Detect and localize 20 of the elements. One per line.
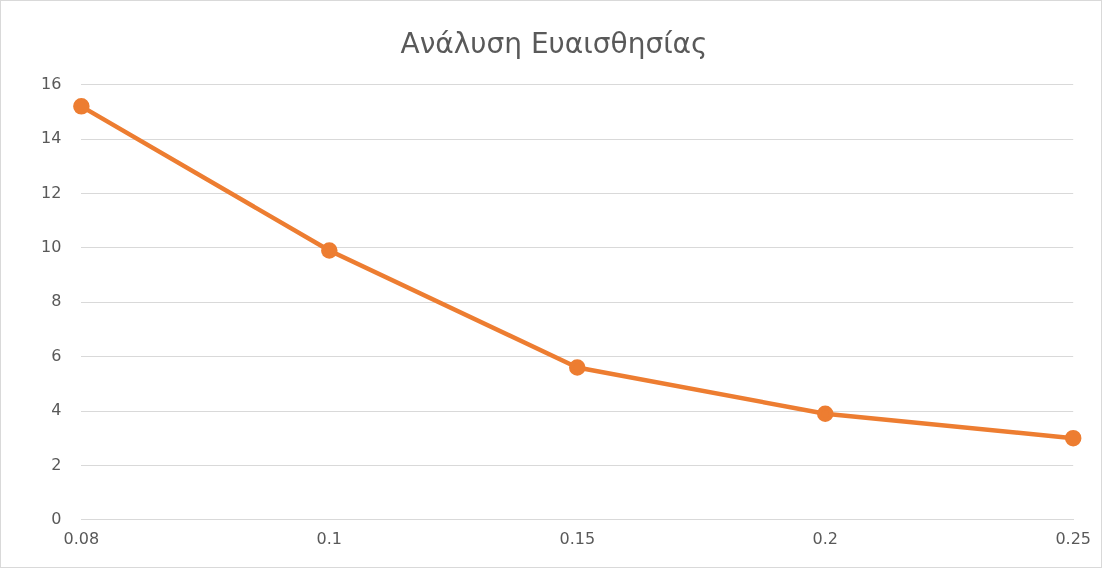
chart-title: Ανάλυση Ευαισθησίας [400,27,708,61]
y-tick-label: 0 [51,508,62,528]
point [73,98,90,115]
point [1064,429,1082,447]
x-tick-label: 0.25 [1055,528,1091,548]
y-tick-label: 2 [51,454,62,474]
x-tick-label: 0.2 [812,528,838,548]
y-tick-label: 16 [41,73,62,93]
y-tick-label: 4 [51,400,62,420]
y-tick-label: 6 [51,345,62,365]
y-tick-label: 8 [51,291,62,311]
point [816,405,834,422]
y-tick-label: 12 [41,182,62,202]
point [569,359,586,376]
y-tick-label: 10 [41,236,62,256]
point [321,242,338,259]
y-tick-label: 14 [41,128,62,148]
x-tick-label: 0.15 [559,528,596,548]
x-tick-label: 0.08 [63,528,100,548]
x-tick-label: 0.1 [316,528,343,548]
